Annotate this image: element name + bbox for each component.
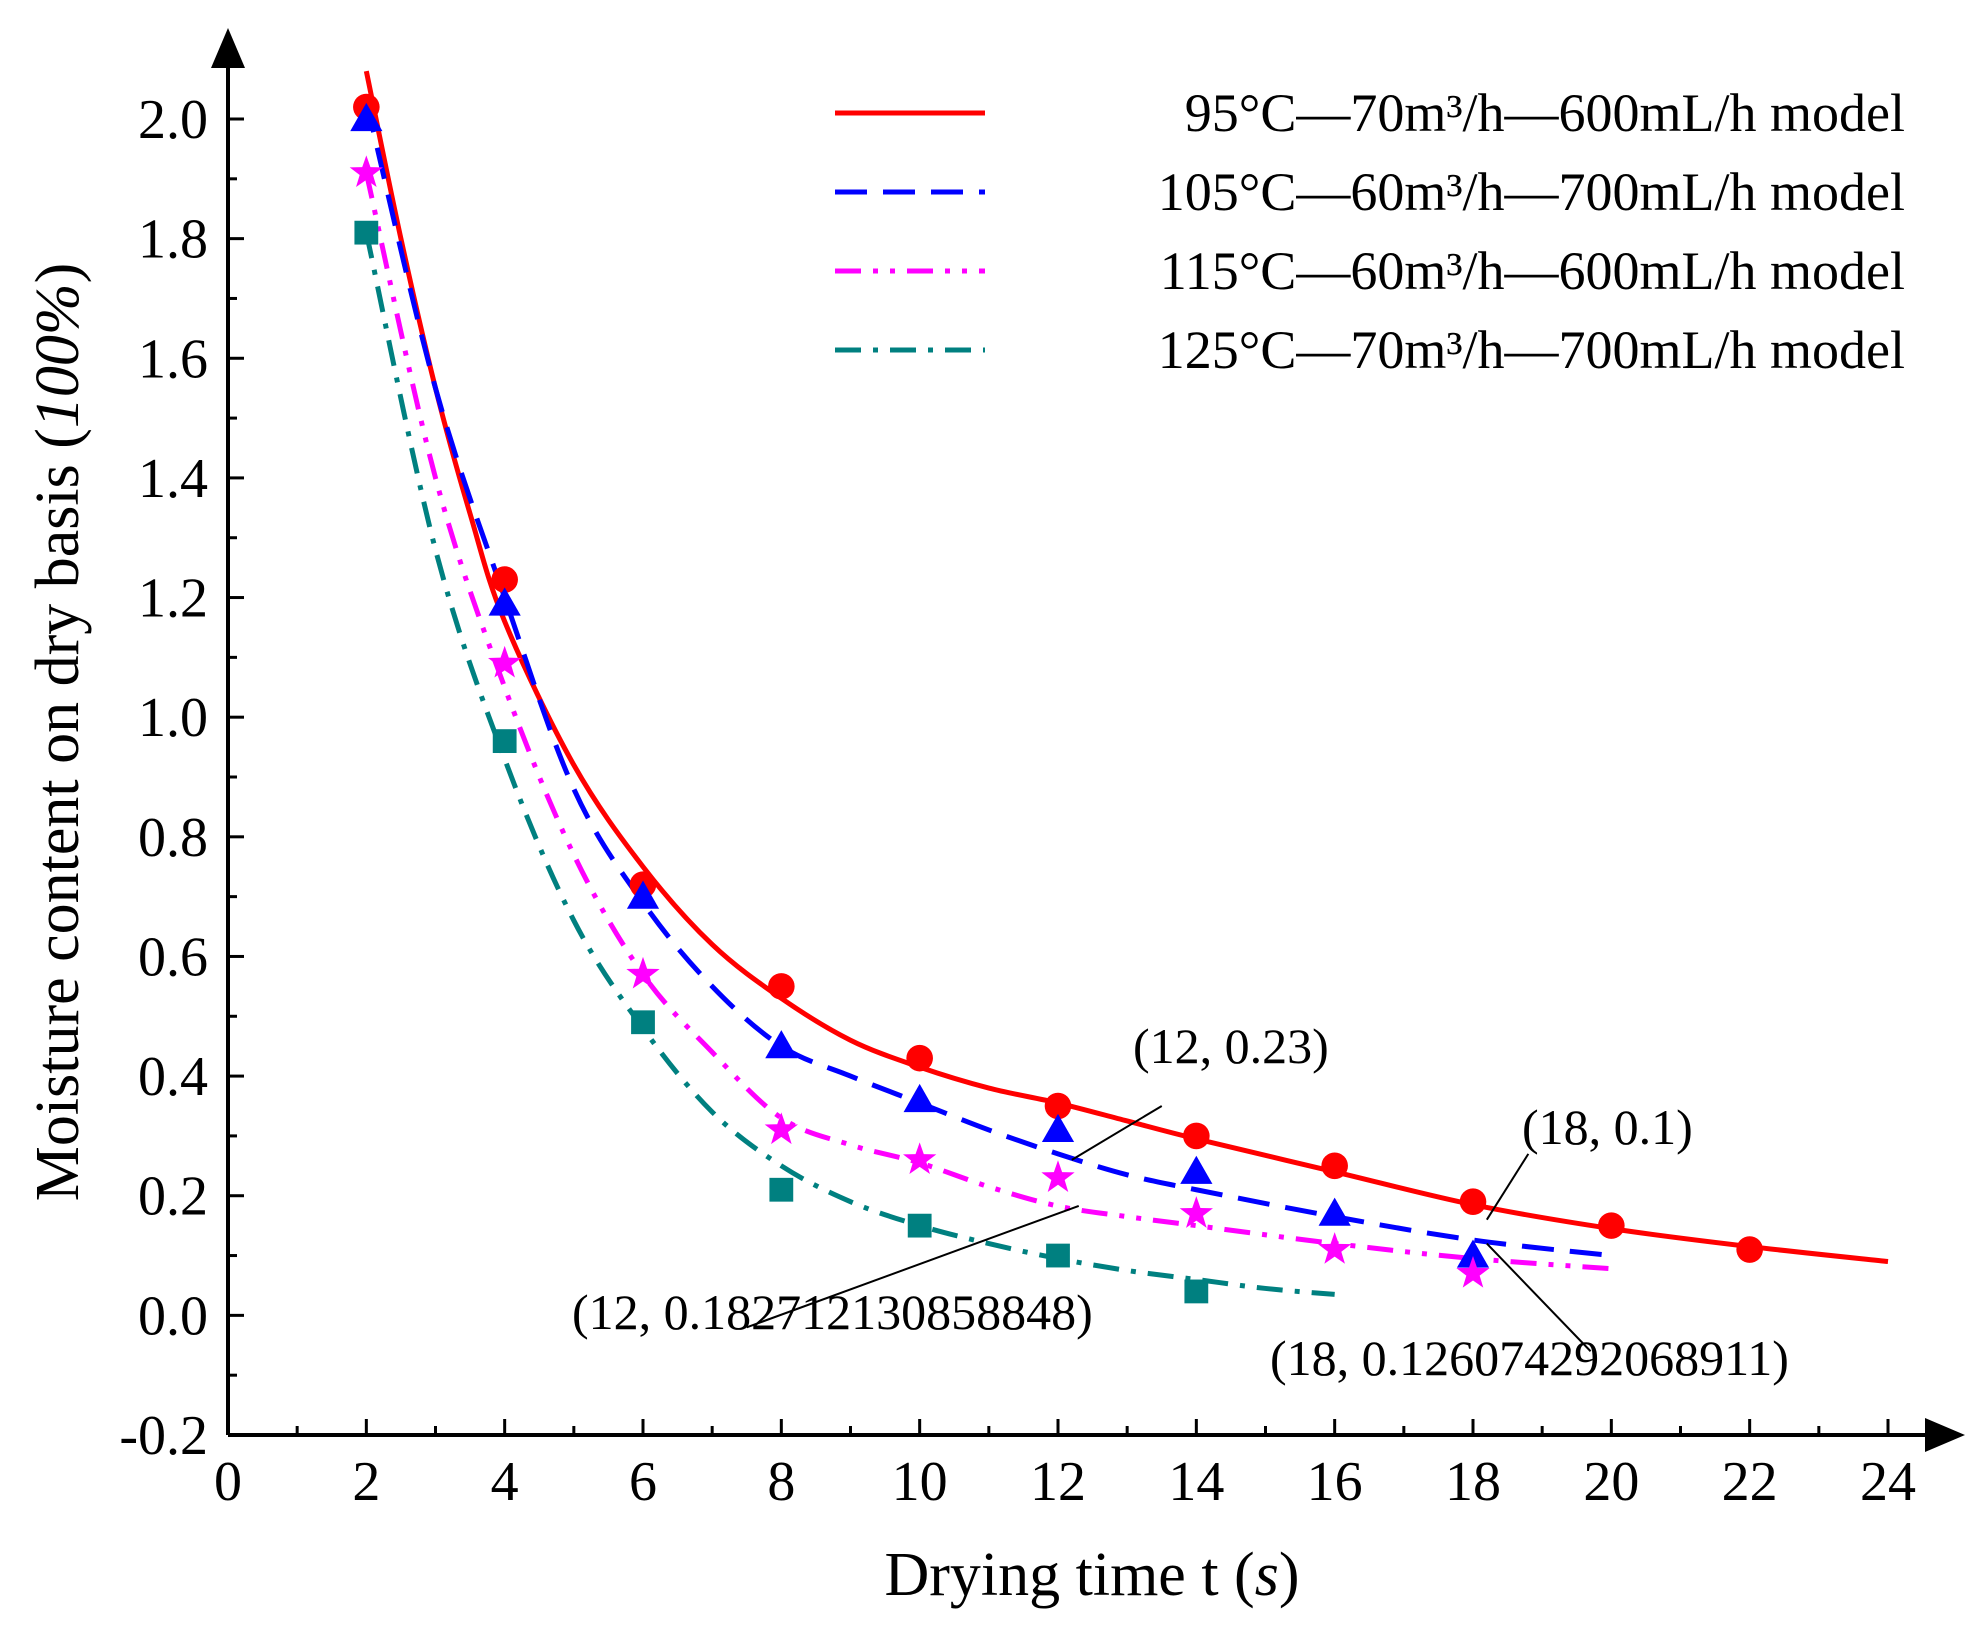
legend-label: 95°C—70m³/h—600mL/h model — [1185, 83, 1905, 143]
x-axis-arrow — [1925, 1418, 1965, 1452]
legend-label: 115°C—60m³/h—600mL/h model — [1160, 241, 1905, 301]
marker-triangle — [1456, 1239, 1490, 1268]
y-tick-label: 2.0 — [138, 89, 208, 151]
marker-triangle — [626, 880, 660, 909]
annotation-label: (12, 0.23) — [1133, 1018, 1329, 1074]
marker-star — [488, 645, 522, 678]
marker-square — [1184, 1279, 1209, 1304]
y-tick-label: 0.4 — [138, 1046, 208, 1108]
legend-label: 105°C—60m³/h—700mL/h model — [1158, 162, 1905, 222]
y-tick-label: 1.4 — [138, 448, 208, 510]
ticks — [226, 117, 1890, 1437]
x-axis-title: Drying time t (s) — [884, 1541, 1299, 1609]
x-tick-label: 16 — [1307, 1451, 1363, 1513]
marker-star — [626, 956, 660, 989]
model-line-4 — [363, 232, 1335, 1297]
marker-star — [903, 1142, 937, 1174]
marker-circle — [1459, 1188, 1487, 1216]
y-axis-arrow — [211, 28, 245, 68]
marker-triangle — [765, 1030, 798, 1059]
y-tick-label: 0.2 — [138, 1166, 208, 1228]
marker-star — [349, 155, 383, 187]
y-tick-label: 1.2 — [138, 568, 208, 630]
model-line-3 — [363, 172, 1612, 1272]
marker-circle — [1183, 1122, 1210, 1150]
x-tick-label: 4 — [491, 1451, 519, 1513]
marker-star — [1456, 1255, 1490, 1288]
marker-star — [1041, 1160, 1075, 1192]
axes — [211, 28, 1965, 1452]
tick-labels: 0 2 4 6 8 10 12 14 16 18 20 22 24-0.20.00.20.40.60.8… — [119, 89, 1916, 1513]
legend: 95°C—70m³/h—600mL/h model 105°C—60m³/h—70… — [835, 83, 1905, 380]
annotation-label: (18, 0.1) — [1522, 1099, 1693, 1155]
annotation-leader — [1486, 1242, 1592, 1352]
annotations: (12, 0.23) (12, 0.182712130858848) (18, 0.… — [572, 1018, 1789, 1386]
x-tick-label: 6 — [629, 1451, 657, 1513]
x-tick-label: 2 — [352, 1451, 380, 1513]
x-tick-label: 12 — [1030, 1451, 1086, 1513]
x-tick-label: 8 — [767, 1451, 795, 1513]
marker-square — [1046, 1243, 1070, 1268]
y-axis-title: Moisture content on dry basis (100%) — [24, 263, 92, 1201]
marker-circle — [1736, 1236, 1763, 1263]
marker-star — [764, 1112, 798, 1145]
y-tick-label: 1.8 — [138, 209, 208, 271]
x-tick-label: 14 — [1168, 1451, 1224, 1513]
marker-square — [769, 1177, 794, 1202]
marker-triangle — [1180, 1155, 1213, 1184]
x-tick-label: 18 — [1445, 1451, 1501, 1513]
y-tick-label: 1.0 — [138, 687, 208, 749]
marker-circle — [491, 566, 518, 593]
y-tick-label: 0.0 — [138, 1285, 208, 1347]
annotation-leader — [746, 1204, 1080, 1329]
marker-circle — [1044, 1092, 1072, 1120]
annotation-leader — [1485, 1153, 1530, 1221]
marker-triangle — [1318, 1197, 1351, 1226]
y-tick-label: 1.6 — [138, 328, 208, 390]
y-tick-label: 0.6 — [138, 926, 208, 988]
marker-square — [631, 1010, 655, 1035]
marker-square — [907, 1213, 932, 1238]
marker-triangle — [488, 587, 521, 616]
x-tick-label: 10 — [892, 1451, 948, 1513]
marker-triangle — [903, 1083, 936, 1113]
marker-triangle — [1041, 1113, 1075, 1143]
x-tick-label: 0 — [214, 1451, 242, 1513]
annotation-label: (12, 0.182712130858848) — [572, 1284, 1093, 1340]
model-line-2 — [363, 100, 1612, 1259]
x-tick-label: 22 — [1722, 1451, 1778, 1513]
marker-star — [1318, 1232, 1352, 1264]
y-tick-label: 0.8 — [138, 807, 208, 869]
annotation-label: (18, 0.126074292068911) — [1270, 1330, 1789, 1386]
annotation-leader — [1071, 1105, 1163, 1161]
marker-square — [492, 729, 517, 754]
marker-star — [1179, 1196, 1213, 1228]
x-tick-label: 20 — [1583, 1451, 1639, 1513]
markers — [349, 93, 1763, 1304]
marker-circle — [768, 973, 795, 1000]
marker-circle — [1321, 1152, 1348, 1180]
marker-square — [354, 220, 379, 245]
marker-circle — [906, 1044, 933, 1072]
marker-triangle — [350, 102, 383, 132]
x-tick-label: 24 — [1860, 1451, 1916, 1513]
y-tick-label: -0.2 — [119, 1405, 208, 1467]
legend-label: 125°C—70m³/h—700mL/h model — [1158, 320, 1905, 380]
marker-circle — [1598, 1212, 1625, 1239]
